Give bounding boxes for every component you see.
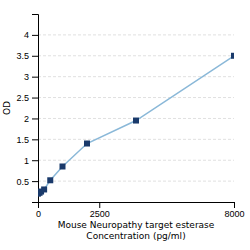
x-axis-title: Mouse Neuropathy target esteraseConcentr… xyxy=(58,220,215,241)
axis-line xyxy=(32,15,39,203)
y-axis: 0.5 1 1.5 2 2.5 3 3.5 4 xyxy=(16,15,38,203)
tick: 3.5 xyxy=(16,51,38,61)
x-axis: 0 2500 8000 xyxy=(36,202,245,219)
tick-mark xyxy=(99,202,100,208)
tick: 0.5 xyxy=(16,176,38,186)
y-axis-title: OD xyxy=(2,101,12,115)
tick: 2 xyxy=(24,114,38,124)
line xyxy=(38,56,234,194)
tick-label: 2 xyxy=(24,114,29,124)
tick: 4 xyxy=(24,30,38,40)
grid xyxy=(38,35,234,181)
tick-label: 2.5 xyxy=(16,93,29,103)
tick-label: 4 xyxy=(24,30,29,40)
tick-label: 1 xyxy=(24,156,29,166)
tick: 3 xyxy=(24,72,38,82)
grid-line xyxy=(38,97,234,98)
marks xyxy=(38,53,234,197)
tick: 1 xyxy=(24,156,38,166)
tick-label: 2500 xyxy=(90,209,110,219)
tick: 8000 xyxy=(224,202,244,219)
tick-mark xyxy=(32,35,38,36)
tick-mark xyxy=(32,181,38,182)
grid-line xyxy=(38,55,234,56)
grid-line xyxy=(38,160,234,161)
tick-mark xyxy=(32,139,38,140)
marker xyxy=(41,186,47,192)
tick-label: 3.5 xyxy=(16,51,29,61)
tick-mark xyxy=(32,160,38,161)
tick-mark xyxy=(32,77,38,78)
grid-line xyxy=(38,76,234,77)
tick-label: 1.5 xyxy=(16,135,29,145)
marker xyxy=(231,53,234,59)
tick: 1.5 xyxy=(16,135,38,145)
tick-label: 0 xyxy=(36,209,41,219)
marker xyxy=(133,118,139,124)
chart: 0 2500 8000 0.5 1 1.5 2 2.5 3 3.5 4 Mouse Neuropath… xyxy=(0,0,250,250)
tick: 0 xyxy=(36,202,41,219)
tick: 2.5 xyxy=(16,93,38,103)
grid-line xyxy=(38,34,234,35)
grid-line xyxy=(38,139,234,140)
grid-line xyxy=(38,181,234,182)
tick-label: 8000 xyxy=(224,209,244,219)
tick-mark xyxy=(32,56,38,57)
marker xyxy=(47,177,53,183)
marker xyxy=(60,163,66,169)
axis-line xyxy=(39,203,235,209)
tick-mark xyxy=(32,118,38,119)
tick-label: 0.5 xyxy=(16,176,29,186)
marker xyxy=(84,141,90,147)
plot: 0 2500 8000 0.5 1 1.5 2 2.5 3 3.5 4 Mouse Neuropath… xyxy=(2,15,245,241)
tick: 2500 xyxy=(90,202,110,219)
tick-mark xyxy=(32,98,38,99)
tick-mark xyxy=(234,202,235,208)
tick-label: 3 xyxy=(24,72,29,82)
